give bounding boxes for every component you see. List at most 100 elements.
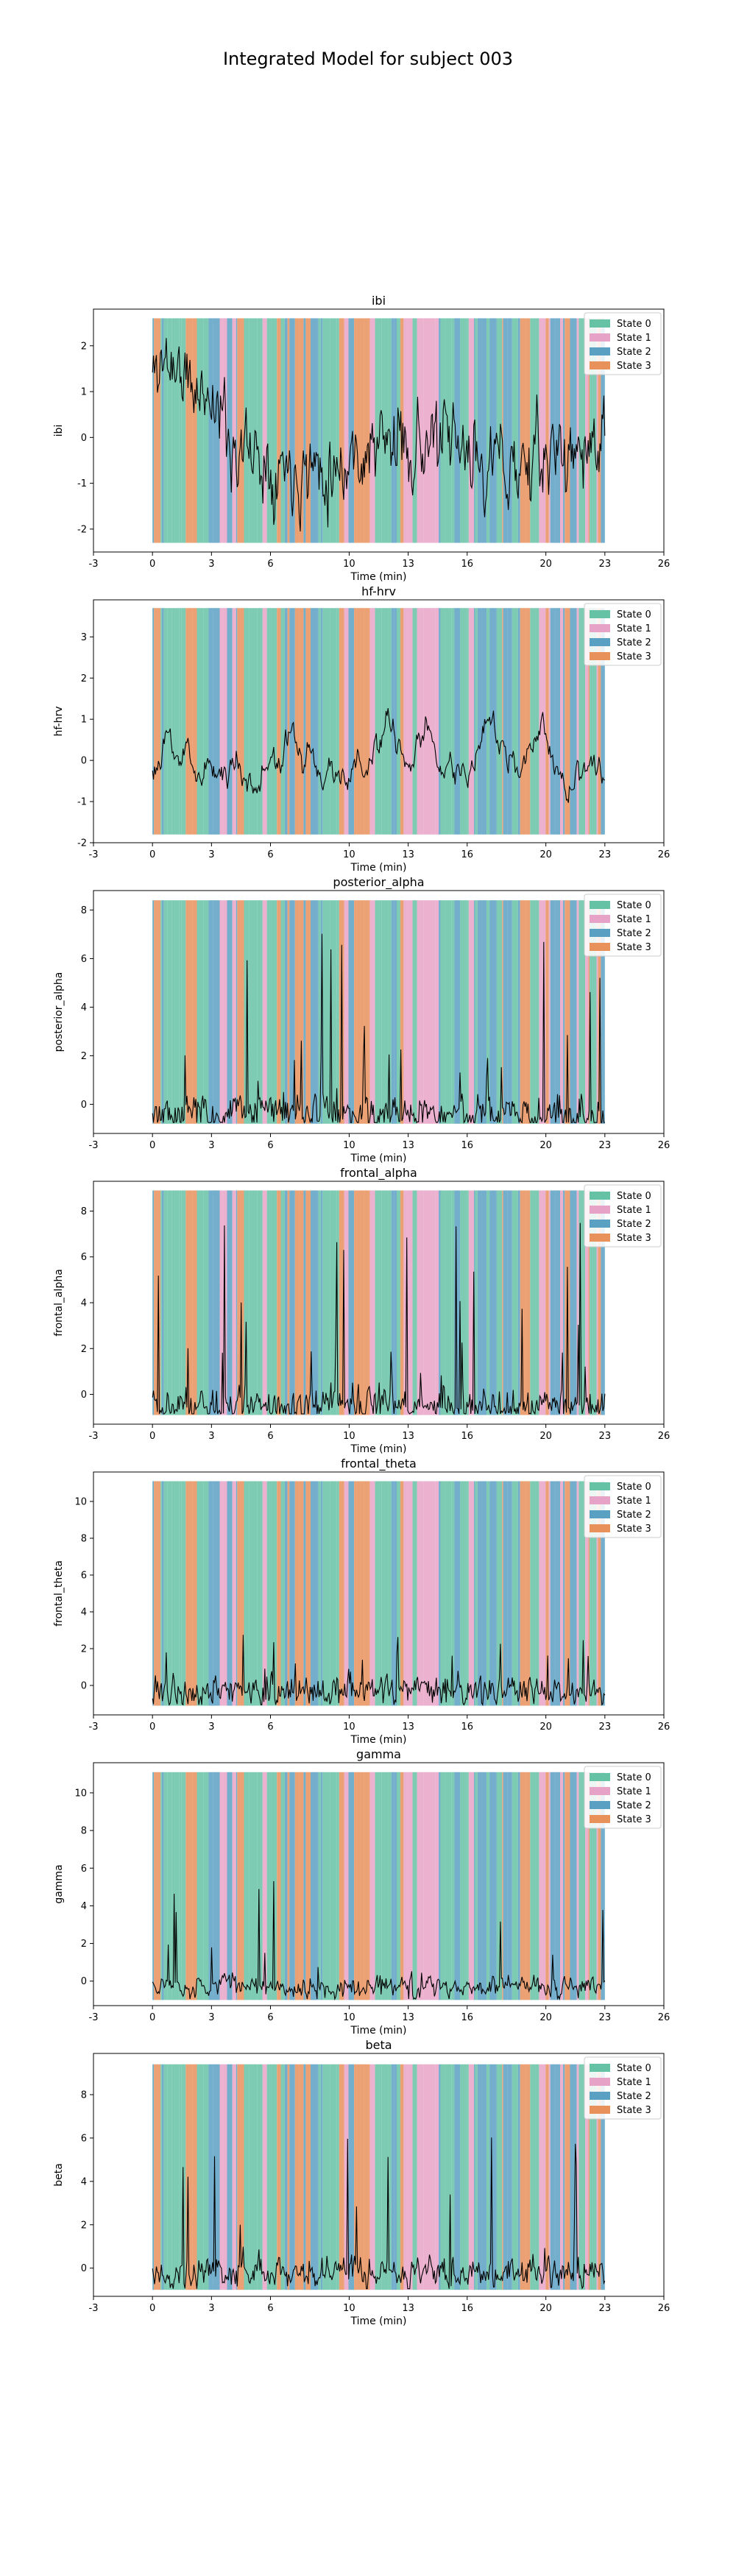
state-band-2 xyxy=(317,1772,319,2000)
state-band-3 xyxy=(237,900,244,1124)
state-band-0 xyxy=(578,900,586,1124)
axes-frame xyxy=(93,2053,665,2297)
state-band-0 xyxy=(163,1190,168,1415)
x-tick-label: 0 xyxy=(149,1140,155,1151)
state-band-0 xyxy=(440,900,445,1124)
legend-label: State 1 xyxy=(617,333,651,344)
state-band-3 xyxy=(305,900,311,1124)
legend-swatch-state-1 xyxy=(590,333,610,342)
state-band-3 xyxy=(598,2064,601,2290)
state-band-0 xyxy=(280,1190,285,1415)
legend-swatch-state-2 xyxy=(590,638,610,646)
state-band-2 xyxy=(284,1772,288,2000)
state-band-0 xyxy=(257,1772,263,2000)
x-tick-label: 16 xyxy=(461,559,473,570)
state-band-1 xyxy=(222,1772,227,2000)
state-band-2 xyxy=(454,2064,461,2290)
state-band-0 xyxy=(280,2064,285,2290)
state-band-3 xyxy=(185,900,193,1124)
state-band-3 xyxy=(520,900,526,1124)
state-band-3 xyxy=(356,608,361,835)
state-band-2 xyxy=(601,1772,605,2000)
x-tick-label: 10 xyxy=(343,2303,355,2314)
state-band-1 xyxy=(344,1481,349,1706)
y-tick-label: -1 xyxy=(77,478,87,489)
y-axis-label: gamma xyxy=(53,1864,65,1903)
state-band-1 xyxy=(423,1481,428,1706)
state-band-1 xyxy=(344,608,349,835)
x-tick-label: 10 xyxy=(343,849,355,860)
state-band-0 xyxy=(179,608,182,835)
state-band-0 xyxy=(530,318,533,543)
state-band-1 xyxy=(222,900,227,1124)
state-band-1 xyxy=(262,1481,267,1706)
legend-label: State 3 xyxy=(617,361,651,372)
legend-swatch-state-1 xyxy=(590,1496,610,1504)
state-band-0 xyxy=(388,900,392,1124)
state-band-1 xyxy=(262,1190,267,1415)
state-band-3 xyxy=(354,1481,357,1706)
state-band-2 xyxy=(439,1190,441,1415)
state-band-3 xyxy=(287,318,290,543)
state-band-1 xyxy=(560,1772,564,2000)
state-band-2 xyxy=(213,2064,220,2290)
state-band-2 xyxy=(152,1481,155,1706)
state-band-2 xyxy=(284,2064,288,2290)
state-band-0 xyxy=(160,318,162,543)
state-band-0 xyxy=(486,1772,490,2000)
state-band-2 xyxy=(320,1772,323,2000)
x-tick-label: 20 xyxy=(539,1140,552,1151)
state-band-3 xyxy=(598,318,601,543)
state-band-0 xyxy=(475,318,478,543)
state-band-3 xyxy=(598,608,601,835)
legend-label: State 0 xyxy=(617,900,651,911)
state-band-2 xyxy=(236,1481,238,1706)
state-band-2 xyxy=(289,1190,295,1415)
state-band-2 xyxy=(236,1772,238,2000)
state-band-2 xyxy=(391,1772,394,2000)
state-band-2 xyxy=(320,2064,323,2290)
state-band-0 xyxy=(257,2064,263,2290)
state-band-2 xyxy=(555,318,561,543)
state-band-2 xyxy=(454,1772,461,2000)
state-band-0 xyxy=(322,2064,330,2290)
state-band-0 xyxy=(530,900,533,1124)
legend-label: State 2 xyxy=(617,637,651,648)
state-band-1 xyxy=(596,900,598,1124)
state-band-2 xyxy=(317,1190,319,1415)
state-band-0 xyxy=(203,1772,209,2000)
state-band-2 xyxy=(555,2064,561,2290)
state-band-3 xyxy=(502,608,503,835)
state-band-3 xyxy=(305,1190,311,1415)
legend-label: State 2 xyxy=(617,928,651,939)
state-band-0 xyxy=(412,608,417,835)
state-band-2 xyxy=(303,1481,306,1706)
state-band-2 xyxy=(601,900,605,1124)
x-tick-label: 10 xyxy=(343,1431,355,1442)
state-band-0 xyxy=(397,318,400,543)
state-bands xyxy=(152,1481,605,1706)
y-tick-label: 2 xyxy=(81,341,87,352)
panel-posterior_alpha: posterior_alpha -3 0 3 6 10 13 16 20 23 26 0 2 4 6 8 Tim… xyxy=(53,875,670,1164)
state-band-1 xyxy=(576,1190,578,1415)
state-band-0 xyxy=(530,1481,533,1706)
legend-swatch-state-0 xyxy=(590,901,610,909)
state-band-0 xyxy=(197,2064,204,2290)
state-band-3 xyxy=(545,608,549,835)
state-band-1 xyxy=(219,608,223,835)
state-band-0 xyxy=(498,2064,503,2290)
state-band-1 xyxy=(407,2064,413,2290)
legend-box xyxy=(584,2056,662,2120)
state-band-1 xyxy=(369,2064,375,2290)
state-band-0 xyxy=(179,1190,182,1415)
x-tick-label: 26 xyxy=(658,1722,670,1733)
state-band-2 xyxy=(348,1481,355,1706)
legend-box xyxy=(584,312,662,375)
state-band-0 xyxy=(336,608,339,835)
legend-label: State 0 xyxy=(617,609,651,620)
state-band-0 xyxy=(440,608,445,835)
state-band-0 xyxy=(160,2064,162,2290)
legend-label: State 2 xyxy=(617,1510,651,1521)
x-tick-label: 23 xyxy=(599,849,612,860)
